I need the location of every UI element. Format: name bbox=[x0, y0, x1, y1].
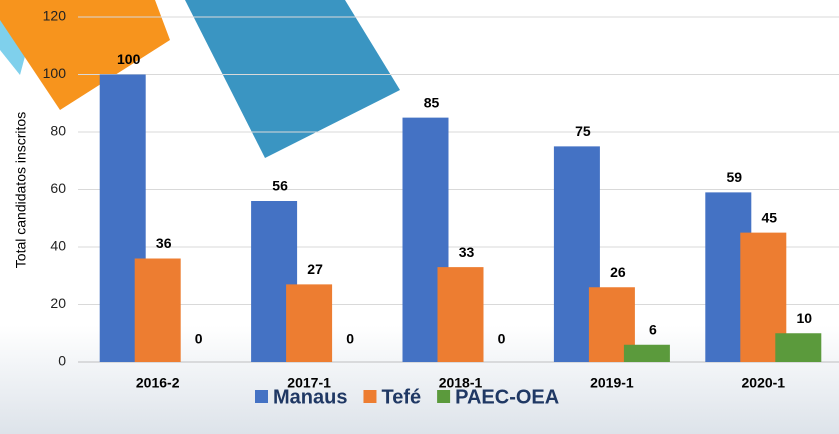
bar bbox=[624, 345, 670, 362]
legend-label: Tefé bbox=[381, 386, 421, 408]
x-tick-label: 2016-2 bbox=[136, 375, 180, 391]
data-label: 59 bbox=[727, 169, 743, 185]
data-label: 0 bbox=[195, 331, 203, 347]
legend-label: Manaus bbox=[273, 386, 347, 408]
data-label: 85 bbox=[424, 94, 440, 110]
data-label: 100 bbox=[117, 51, 141, 67]
legend-swatch bbox=[255, 390, 268, 403]
legend-label: PAEC-OEA bbox=[455, 386, 559, 408]
y-tick-label: 40 bbox=[50, 238, 66, 254]
data-label: 26 bbox=[610, 264, 626, 280]
y-tick-label: 120 bbox=[43, 8, 67, 24]
data-label: 27 bbox=[307, 261, 323, 277]
data-label: 75 bbox=[575, 123, 591, 139]
data-label: 6 bbox=[649, 321, 657, 337]
data-label: 0 bbox=[346, 331, 354, 347]
x-tick-label: 2020-1 bbox=[742, 375, 786, 391]
chart: Total candidatos inscritos 0204060801001… bbox=[0, 0, 839, 434]
x-tick-label: 2019-1 bbox=[590, 375, 634, 391]
y-tick-label: 60 bbox=[50, 180, 66, 196]
data-label: 33 bbox=[459, 244, 475, 260]
bar bbox=[438, 267, 484, 362]
legend-swatch bbox=[437, 390, 450, 403]
data-label: 45 bbox=[762, 209, 778, 225]
y-tick-label: 80 bbox=[50, 123, 66, 139]
legend-swatch bbox=[363, 390, 376, 403]
y-tick-label: 20 bbox=[50, 295, 66, 311]
y-tick-label: 0 bbox=[58, 353, 66, 369]
data-label: 36 bbox=[156, 235, 172, 251]
y-tick-label: 100 bbox=[43, 65, 67, 81]
data-label: 56 bbox=[272, 178, 288, 194]
bar bbox=[135, 259, 181, 363]
y-axis-label: Total candidatos inscritos bbox=[13, 112, 29, 268]
bar bbox=[286, 284, 332, 362]
bar bbox=[775, 333, 821, 362]
data-label: 10 bbox=[797, 310, 813, 326]
data-label: 0 bbox=[498, 331, 506, 347]
